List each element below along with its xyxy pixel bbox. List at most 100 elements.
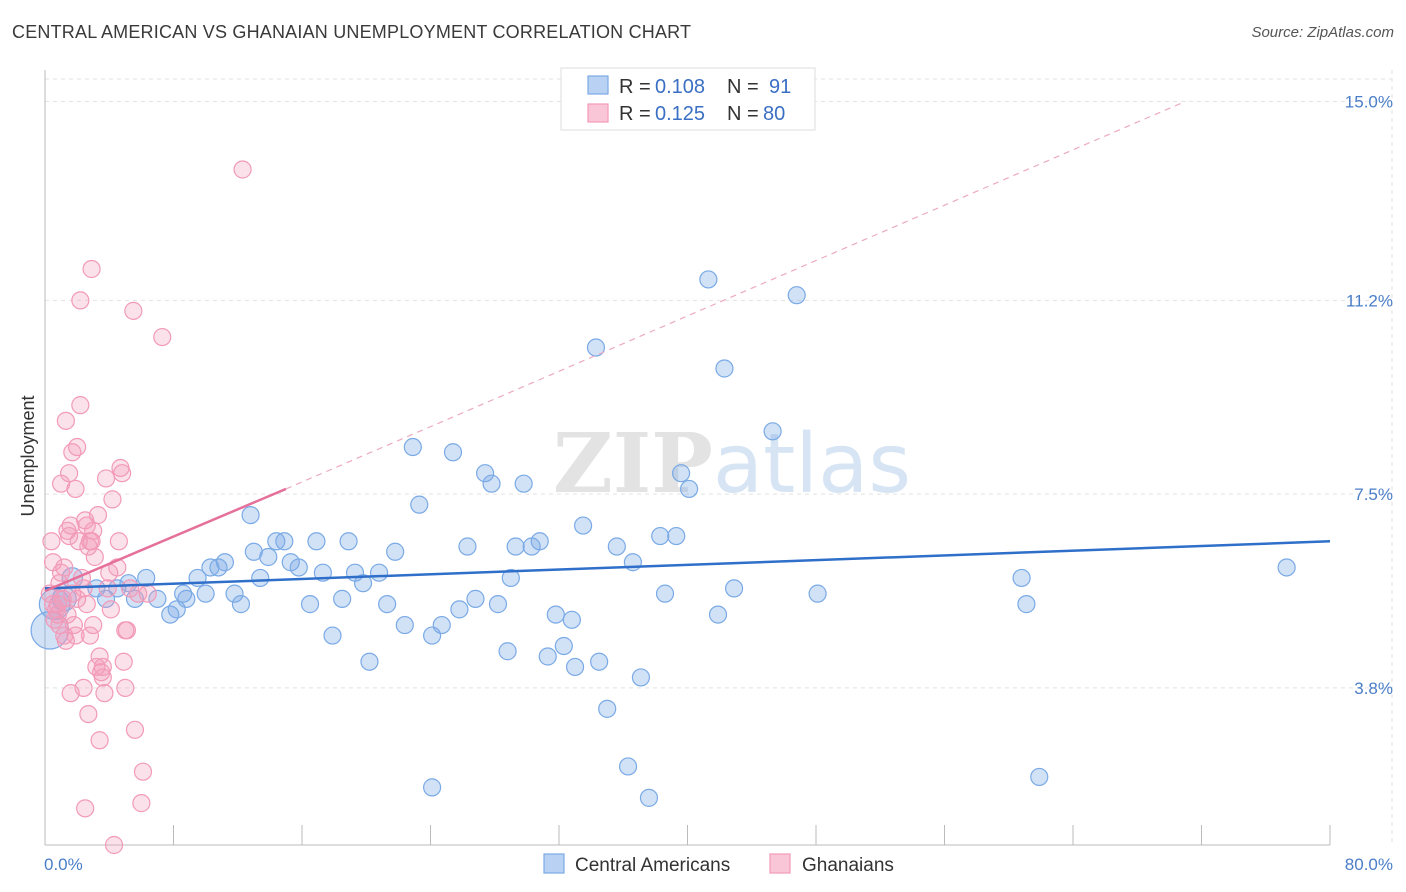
- ghanaian-point-25: [71, 291, 90, 310]
- ghanaian-point-65: [153, 327, 172, 347]
- ghanaian-point-51: [109, 532, 128, 551]
- central-point-32: [333, 589, 352, 608]
- central-point-41: [403, 437, 422, 457]
- central-point-84: [1030, 767, 1049, 787]
- ghanaian-point-49: [104, 835, 124, 855]
- legend-n-label-2: N =: [727, 103, 759, 125]
- central-point-65: [598, 699, 617, 718]
- scatter-points: [30, 160, 1296, 855]
- central-point-73: [667, 526, 686, 546]
- central-point-25: [275, 532, 294, 551]
- ghanaian-point-57: [117, 621, 137, 640]
- central-point-35: [353, 574, 373, 593]
- ghanaian-point-44: [96, 469, 116, 488]
- central-point-18: [215, 553, 234, 572]
- ghanaian-point-38: [88, 506, 108, 525]
- ghanaian-point-70: [80, 532, 100, 551]
- ghanaian-point-34: [82, 259, 101, 279]
- watermark-atlas: atlas: [713, 417, 911, 512]
- ghanaian-point-21: [68, 437, 87, 457]
- x-tick-label-0: 0.0%: [44, 855, 83, 874]
- ghanaian-point-74: [84, 615, 103, 635]
- central-point-53: [506, 537, 525, 556]
- central-point-86: [1277, 558, 1296, 577]
- central-point-75: [680, 479, 699, 499]
- central-point-51: [488, 595, 508, 614]
- legend-r-value-1: 0.108: [655, 76, 705, 98]
- y-tick-label-1: 7.5%: [1354, 485, 1393, 504]
- central-point-45: [443, 443, 463, 462]
- bottom-legend-ghanaian: Ghanaians: [802, 855, 894, 876]
- central-point-22: [251, 568, 270, 588]
- ghanaian-point-37: [87, 657, 106, 677]
- central-point-74: [671, 464, 691, 483]
- central-point-33: [339, 532, 358, 551]
- ghanaian-point-78: [58, 521, 77, 540]
- central-point-78: [715, 359, 734, 378]
- bottom-legend-swatch-central: [543, 853, 565, 874]
- ghanaian-point-36: [85, 547, 104, 567]
- trend-lines: [44, 100, 1331, 593]
- top-legend: R = 0.108 N = 91 R = 0.125 N = 80: [560, 67, 816, 131]
- watermark: ZIPatlas: [553, 416, 911, 512]
- central-point-20: [231, 595, 251, 614]
- ghanaian-point-22: [68, 589, 87, 608]
- central-point-10: [148, 589, 167, 608]
- central-point-67: [618, 757, 638, 776]
- central-point-52: [498, 642, 517, 661]
- watermark-zip: ZIP: [553, 416, 713, 512]
- central-point-82: [1012, 568, 1031, 588]
- ghanaian-point-1: [42, 532, 61, 551]
- central-point-40: [395, 615, 414, 635]
- central-point-13: [177, 589, 196, 608]
- legend-swatch-ghanaian: [587, 103, 609, 123]
- ghanaian-point-32: [80, 626, 100, 645]
- central-point-62: [573, 516, 593, 535]
- bottom-legend-swatch-ghanaian: [769, 853, 791, 874]
- bottom-legend-central: Central Americans: [575, 855, 730, 876]
- ghanaian-point-73: [56, 631, 75, 650]
- central-point-58: [546, 605, 565, 624]
- central-point-29: [307, 532, 326, 551]
- legend-r-value-2: 0.125: [655, 103, 705, 125]
- ghanaian-point-40: [90, 731, 109, 750]
- central-point-50: [482, 474, 501, 493]
- y-tick-label-0: 3.8%: [1354, 679, 1393, 698]
- axes: [44, 70, 1331, 846]
- ghanaian-point-63: [133, 762, 153, 781]
- central-point-42: [410, 495, 429, 514]
- central-point-76: [699, 270, 718, 289]
- ghanaian-point-62: [132, 794, 151, 813]
- central-point-85: [423, 778, 442, 797]
- grid-lines: [45, 70, 1393, 845]
- central-point-49: [476, 464, 495, 483]
- y-tick-labels: 3.8% 7.5% 11.2% 15.0%: [1345, 92, 1393, 697]
- ghanaian-point-10: [55, 558, 74, 577]
- ghanaian-point-53: [112, 464, 132, 483]
- central-point-54: [514, 474, 533, 493]
- ghanaian-point-24: [71, 396, 90, 415]
- central-point-19: [225, 584, 244, 603]
- central-point-9: [137, 568, 156, 588]
- central-point-69: [631, 668, 651, 687]
- central-point-77: [708, 605, 728, 624]
- ghanaian-point-55: [116, 678, 135, 698]
- ghanaian-point-20: [66, 626, 85, 645]
- ghanaian-point-30: [77, 595, 96, 614]
- central-point-60: [562, 610, 581, 629]
- y-tick-label-2: 11.2%: [1346, 291, 1393, 310]
- central-point-38: [378, 595, 397, 614]
- ghanaian-point-67: [76, 799, 95, 818]
- legend-n-value-1: 91: [769, 76, 791, 98]
- ghanaian-trend-extension: [285, 100, 1186, 490]
- central-point-39: [386, 542, 405, 561]
- central-point-72: [655, 584, 675, 603]
- ghanaian-point-72: [48, 595, 67, 614]
- ghanaian-point-18: [63, 443, 82, 462]
- ghanaian-point-54: [114, 652, 133, 671]
- central-trend-line: [44, 540, 1331, 590]
- central-point-71: [651, 526, 670, 546]
- ghanaian-point-42: [93, 657, 112, 677]
- central-point-66: [607, 537, 626, 556]
